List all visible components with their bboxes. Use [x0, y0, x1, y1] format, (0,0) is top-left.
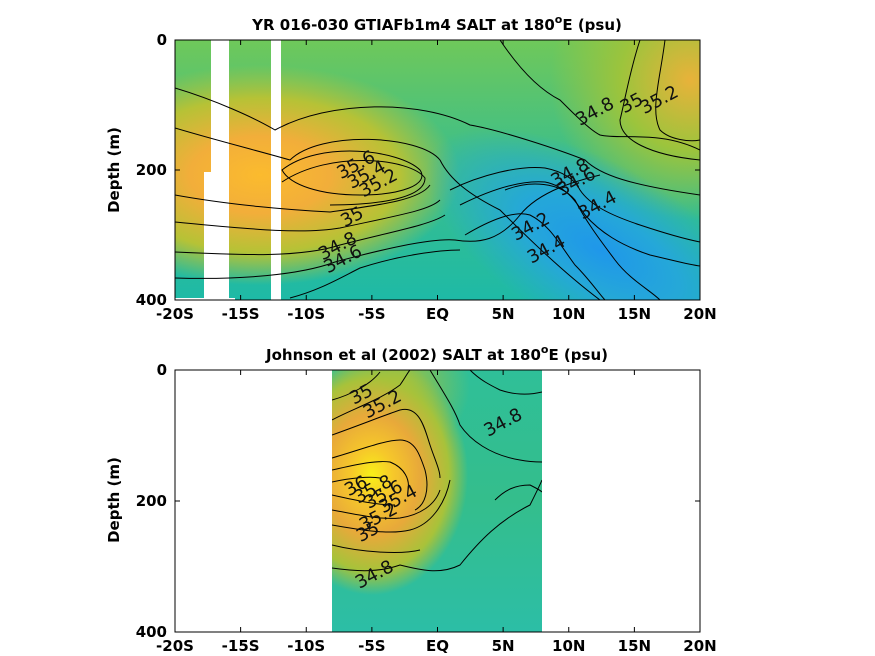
bottom-x-ticks: -20S -15S -10S -5S EQ 5N 10N 15N 20N: [156, 370, 717, 655]
x-tick-label: 20N: [683, 637, 716, 655]
top-x-ticks: -20S -15S -10S -5S EQ 5N 10N 15N 20N: [156, 40, 717, 323]
x-tick-label: -5S: [358, 305, 385, 323]
missing-data-column: [271, 40, 281, 300]
bottom-panel-title: Johnson et al (2002) SALT at 180oE (psu): [265, 343, 608, 364]
top-y-ticks: 0 200 400: [136, 31, 700, 309]
bottom-y-ticks: 0 200 400: [136, 361, 700, 641]
x-tick-label: 10N: [552, 637, 585, 655]
y-tick-label: 0: [157, 361, 167, 379]
missing-data-column: [175, 298, 235, 300]
x-tick-label: -20S: [156, 637, 194, 655]
x-tick-label: -15S: [222, 305, 260, 323]
x-tick-label: -5S: [358, 637, 385, 655]
top-panel-title: YR 016-030 GTIAFb1m4 SALT at 180oE (psu): [251, 13, 622, 34]
bottom-contour-lines: [332, 370, 542, 572]
x-tick-label: 15N: [618, 305, 651, 323]
y-tick-label: 200: [136, 161, 167, 179]
x-tick-label: -10S: [287, 637, 325, 655]
x-tick-label: 5N: [492, 637, 515, 655]
bottom-salinity-field: [332, 370, 542, 632]
x-tick-label: EQ: [426, 305, 449, 323]
x-tick-label: 15N: [618, 637, 651, 655]
top-y-axis-label: Depth (m): [105, 127, 123, 213]
x-tick-label: EQ: [426, 637, 449, 655]
x-tick-label: -10S: [287, 305, 325, 323]
top-panel: YR 016-030 GTIAFb1m4 SALT at 180oE (psu): [105, 13, 717, 323]
x-tick-label: 20N: [683, 305, 716, 323]
y-tick-label: 400: [136, 291, 167, 309]
top-salinity-field: [175, 40, 700, 300]
y-tick-label: 200: [136, 492, 167, 510]
x-tick-label: 10N: [552, 305, 585, 323]
y-tick-label: 0: [157, 31, 167, 49]
x-tick-label: 5N: [492, 305, 515, 323]
y-tick-label: 400: [136, 623, 167, 641]
bottom-y-axis-label: Depth (m): [105, 457, 123, 543]
top-contour-lines: [175, 40, 700, 300]
bottom-panel: Johnson et al (2002) SALT at 180oE (psu): [105, 343, 717, 655]
missing-data-column: [204, 172, 212, 300]
missing-data-column: [211, 40, 229, 300]
x-tick-label: -20S: [156, 305, 194, 323]
x-tick-label: -15S: [222, 637, 260, 655]
